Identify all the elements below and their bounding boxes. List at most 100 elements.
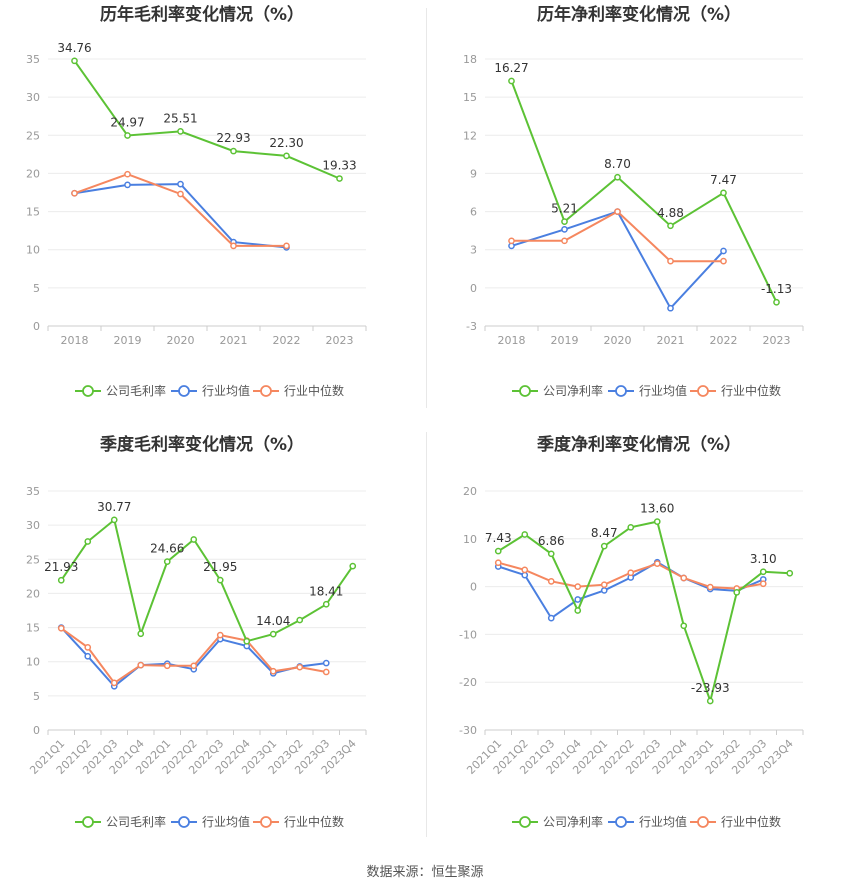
data-label: -23.93 [691, 681, 730, 695]
legend-swatch-marker [178, 816, 190, 828]
data-point-company [137, 630, 145, 638]
data-point-company [71, 57, 78, 65]
y-tick-label: 15 [26, 622, 40, 635]
y-tick-label: 18 [463, 53, 477, 66]
series-line-company [510, 80, 778, 303]
y-tick-label: 5 [33, 690, 40, 703]
data-point-avg [84, 652, 92, 660]
x-tick-label: 2023 [763, 334, 791, 347]
data-point-company [163, 558, 171, 565]
y-tick-label: 20 [26, 167, 40, 180]
x-tick-label: 2018 [61, 334, 89, 347]
data-label: 13.60 [640, 502, 674, 516]
data-point-median [71, 189, 78, 197]
data-point-company [706, 697, 714, 705]
data-point-company [759, 568, 767, 576]
data-point-median [667, 257, 674, 265]
data-point-median [177, 190, 184, 198]
data-point-median [84, 644, 92, 651]
data-point-company [494, 547, 502, 555]
y-tick-label: 3 [470, 244, 477, 257]
data-label: 21.95 [203, 560, 237, 574]
data-point-median [561, 237, 568, 245]
legend-label: 行业中位数 [721, 383, 781, 398]
legend-item: 公司毛利率 [75, 814, 166, 829]
data-point-company [124, 132, 131, 139]
legend-label: 行业均值 [639, 383, 687, 398]
series-line-company [60, 518, 354, 643]
y-tick-label: 12 [463, 129, 477, 142]
y-tick-label: 0 [33, 724, 40, 737]
series-line-company [497, 520, 790, 705]
data-point-company [773, 298, 780, 306]
legend-item: 行业均值 [608, 383, 687, 398]
legend-label: 行业中位数 [284, 383, 344, 398]
y-tick-label: 0 [470, 581, 477, 594]
y-tick-label: 25 [26, 129, 40, 142]
y-tick-label: 6 [470, 206, 477, 219]
data-point-median [680, 574, 688, 582]
chart-title: 历年净利率变化情况（%） [537, 4, 741, 25]
data-label: 4.88 [657, 206, 684, 220]
data-point-company [667, 222, 674, 230]
data-point-company [600, 542, 608, 550]
y-tick-label: 0 [33, 320, 40, 333]
quarterly-gross-margin-chart: 季度毛利率变化情况（%）051015202530352021Q12021Q220… [26, 434, 367, 829]
data-point-company [547, 550, 555, 558]
legend-swatch-marker [178, 385, 190, 397]
annual-gross-margin-chart: 历年毛利率变化情况（%） 0 5 10 15 20 25 30 35 2018 2019 2020 20… [26, 4, 367, 398]
x-tick-label: 2021 [220, 334, 248, 347]
data-point-median [283, 242, 290, 250]
data-label: 34.76 [57, 41, 91, 55]
legend-swatch-marker [260, 816, 272, 828]
chart-panel-annual-net-margin: 历年净利率变化情况（%） -3 0 3 6 9 12 15 18 2018 2019 2020 2021… [425, 0, 850, 430]
data-label: 6.86 [538, 534, 565, 548]
data-point-median [269, 667, 277, 675]
y-tick-label: -30 [459, 724, 477, 737]
legend-item: 公司毛利率 [75, 383, 166, 398]
data-label: 7.43 [485, 531, 512, 545]
data-point-company [653, 518, 661, 525]
data-point-median [720, 257, 727, 265]
data-point-median [508, 237, 515, 245]
legend-item: 行业中位数 [253, 383, 344, 398]
data-point-median [190, 662, 198, 670]
y-tick-label: 5 [33, 282, 40, 295]
data-point-median [216, 631, 224, 639]
data-point-company [283, 152, 290, 160]
legend-label: 公司毛利率 [106, 383, 166, 398]
y-tick-label: 10 [463, 533, 477, 546]
data-point-avg [177, 180, 184, 188]
data-label: 14.04 [256, 614, 290, 628]
data-label: -1.13 [761, 282, 792, 296]
data-point-company [561, 218, 568, 225]
data-label: 21.93 [44, 560, 78, 574]
data-point-avg [600, 587, 608, 594]
data-label: 30.77 [97, 500, 131, 514]
chart-panel-quarterly-gross-margin: 季度毛利率变化情况（%） 0 5 10 15 20 25 30 35 2021Q1 2021Q2 20… [0, 430, 425, 860]
data-label: 18.41 [309, 584, 343, 598]
data-point-median [614, 208, 621, 215]
data-point-median [57, 624, 65, 632]
data-point-median [627, 569, 635, 577]
series-line-company [73, 60, 340, 180]
y-tick-label: 30 [26, 519, 40, 532]
y-tick-label: -10 [459, 628, 477, 641]
legend-item: 公司净利率 [512, 814, 603, 829]
x-tick-label: 2019 [551, 334, 579, 347]
chart-panel-annual-gross-margin: 历年毛利率变化情况（%） 0 5 10 15 20 25 30 35 2018 2019 2020 20… [0, 0, 425, 430]
data-point-avg [124, 181, 131, 189]
data-label: 5.21 [551, 202, 578, 216]
data-point-avg [521, 571, 529, 579]
legend-item: 行业中位数 [690, 814, 781, 829]
series-line-avg [60, 626, 327, 688]
data-point-median [163, 662, 171, 670]
legend-label: 公司净利率 [543, 814, 603, 829]
data-point-company [110, 516, 118, 524]
data-label: 7.47 [710, 173, 737, 187]
chart-title: 季度毛利率变化情况（%） [100, 434, 304, 455]
data-point-avg [547, 614, 555, 622]
y-tick-label: -3 [466, 320, 477, 333]
legend-label: 公司毛利率 [106, 814, 166, 829]
data-point-median [137, 661, 145, 669]
